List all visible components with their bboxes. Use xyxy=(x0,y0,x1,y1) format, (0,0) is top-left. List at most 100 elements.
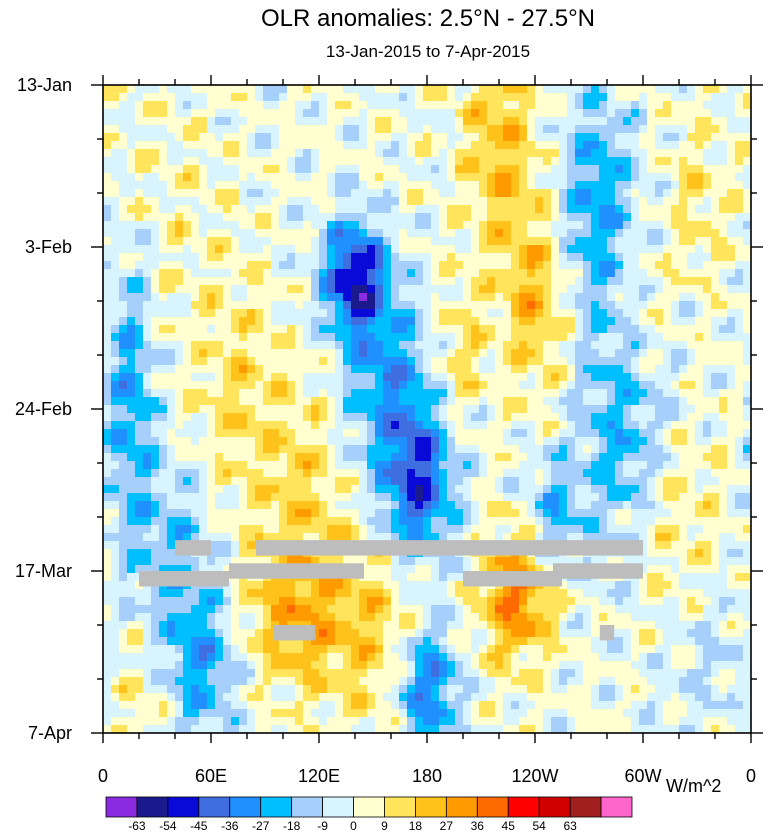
anomaly-cell xyxy=(599,101,608,110)
anomaly-cell xyxy=(463,245,472,254)
anomaly-cell xyxy=(463,485,472,494)
anomaly-cell xyxy=(303,477,312,486)
anomaly-cell xyxy=(271,373,280,382)
anomaly-cell xyxy=(183,133,192,142)
anomaly-cell xyxy=(119,509,128,518)
anomaly-cell xyxy=(191,317,200,326)
anomaly-cell xyxy=(695,165,704,174)
anomaly-cell xyxy=(335,469,344,478)
anomaly-cell xyxy=(351,341,360,350)
anomaly-cell xyxy=(311,421,320,430)
anomaly-cell xyxy=(543,173,552,182)
anomaly-cell xyxy=(143,333,152,342)
anomaly-cell xyxy=(207,205,216,214)
anomaly-cell xyxy=(143,101,152,110)
anomaly-cell xyxy=(279,525,288,534)
anomaly-cell xyxy=(495,333,504,342)
anomaly-cell xyxy=(447,133,456,142)
anomaly-cell xyxy=(671,357,680,366)
anomaly-cell xyxy=(127,189,136,198)
anomaly-cell xyxy=(383,133,392,142)
anomaly-cell xyxy=(591,165,600,174)
anomaly-cell xyxy=(311,221,320,230)
anomaly-cell xyxy=(135,429,144,438)
anomaly-cell xyxy=(551,285,560,294)
anomaly-cell xyxy=(599,453,608,462)
anomaly-cell xyxy=(303,525,312,534)
anomaly-cell xyxy=(119,237,128,246)
anomaly-cell xyxy=(231,469,240,478)
anomaly-cell xyxy=(119,109,128,118)
anomaly-cell xyxy=(727,317,736,326)
anomaly-cell xyxy=(439,557,448,566)
anomaly-cell xyxy=(703,333,712,342)
anomaly-cell xyxy=(343,189,352,198)
anomaly-cell xyxy=(687,309,696,318)
anomaly-cell xyxy=(255,229,264,238)
anomaly-cell xyxy=(711,469,720,478)
anomaly-cell xyxy=(703,565,712,574)
anomaly-cell xyxy=(375,133,384,142)
anomaly-cell xyxy=(287,373,296,382)
anomaly-cell xyxy=(463,93,472,102)
anomaly-cell xyxy=(151,253,160,262)
anomaly-cell xyxy=(407,357,416,366)
anomaly-cell xyxy=(495,533,504,542)
anomaly-cell xyxy=(111,117,120,126)
anomaly-cell xyxy=(255,533,264,542)
anomaly-cell xyxy=(231,165,240,174)
anomaly-cell xyxy=(551,221,560,230)
anomaly-cell xyxy=(743,309,752,318)
anomaly-cell xyxy=(279,101,288,110)
anomaly-cell xyxy=(343,413,352,422)
anomaly-cell xyxy=(375,189,384,198)
anomaly-cell xyxy=(223,285,232,294)
anomaly-cell xyxy=(399,565,408,574)
anomaly-cell xyxy=(447,469,456,478)
anomaly-cell xyxy=(159,533,168,542)
anomaly-cell xyxy=(239,501,248,510)
anomaly-cell xyxy=(679,405,688,414)
anomaly-cell xyxy=(719,285,728,294)
anomaly-cell xyxy=(735,117,744,126)
anomaly-cell xyxy=(263,157,272,166)
anomaly-cell xyxy=(159,245,168,254)
anomaly-cell xyxy=(111,213,120,222)
anomaly-cell xyxy=(119,93,128,102)
anomaly-cell xyxy=(487,437,496,446)
anomaly-cell xyxy=(543,117,552,126)
anomaly-cell xyxy=(495,229,504,238)
anomaly-cell xyxy=(679,517,688,526)
anomaly-cell xyxy=(599,229,608,238)
anomaly-cell xyxy=(127,565,136,574)
anomaly-cell xyxy=(335,101,344,110)
anomaly-cell xyxy=(351,557,360,566)
anomaly-cell xyxy=(183,181,192,190)
anomaly-cell xyxy=(639,501,648,510)
anomaly-cell xyxy=(175,285,184,294)
anomaly-cell xyxy=(463,461,472,470)
anomaly-cell xyxy=(679,205,688,214)
anomaly-cell xyxy=(719,525,728,534)
anomaly-cell xyxy=(479,469,488,478)
anomaly-cell xyxy=(743,389,752,398)
anomaly-cell xyxy=(615,157,624,166)
anomaly-cell xyxy=(623,285,632,294)
anomaly-cell xyxy=(575,181,584,190)
anomaly-cell xyxy=(303,117,312,126)
anomaly-cell xyxy=(663,549,672,558)
anomaly-cell xyxy=(687,493,696,502)
anomaly-cell xyxy=(143,181,152,190)
anomaly-cell xyxy=(463,365,472,374)
anomaly-cell xyxy=(335,557,344,566)
anomaly-cell xyxy=(583,429,592,438)
anomaly-cell xyxy=(207,213,216,222)
anomaly-cell xyxy=(671,269,680,278)
anomaly-cell xyxy=(687,93,696,102)
anomaly-cell xyxy=(407,413,416,422)
anomaly-cell xyxy=(727,253,736,262)
anomaly-cell xyxy=(415,213,424,222)
anomaly-cell xyxy=(415,269,424,278)
anomaly-cell xyxy=(719,133,728,142)
anomaly-cell xyxy=(223,229,232,238)
